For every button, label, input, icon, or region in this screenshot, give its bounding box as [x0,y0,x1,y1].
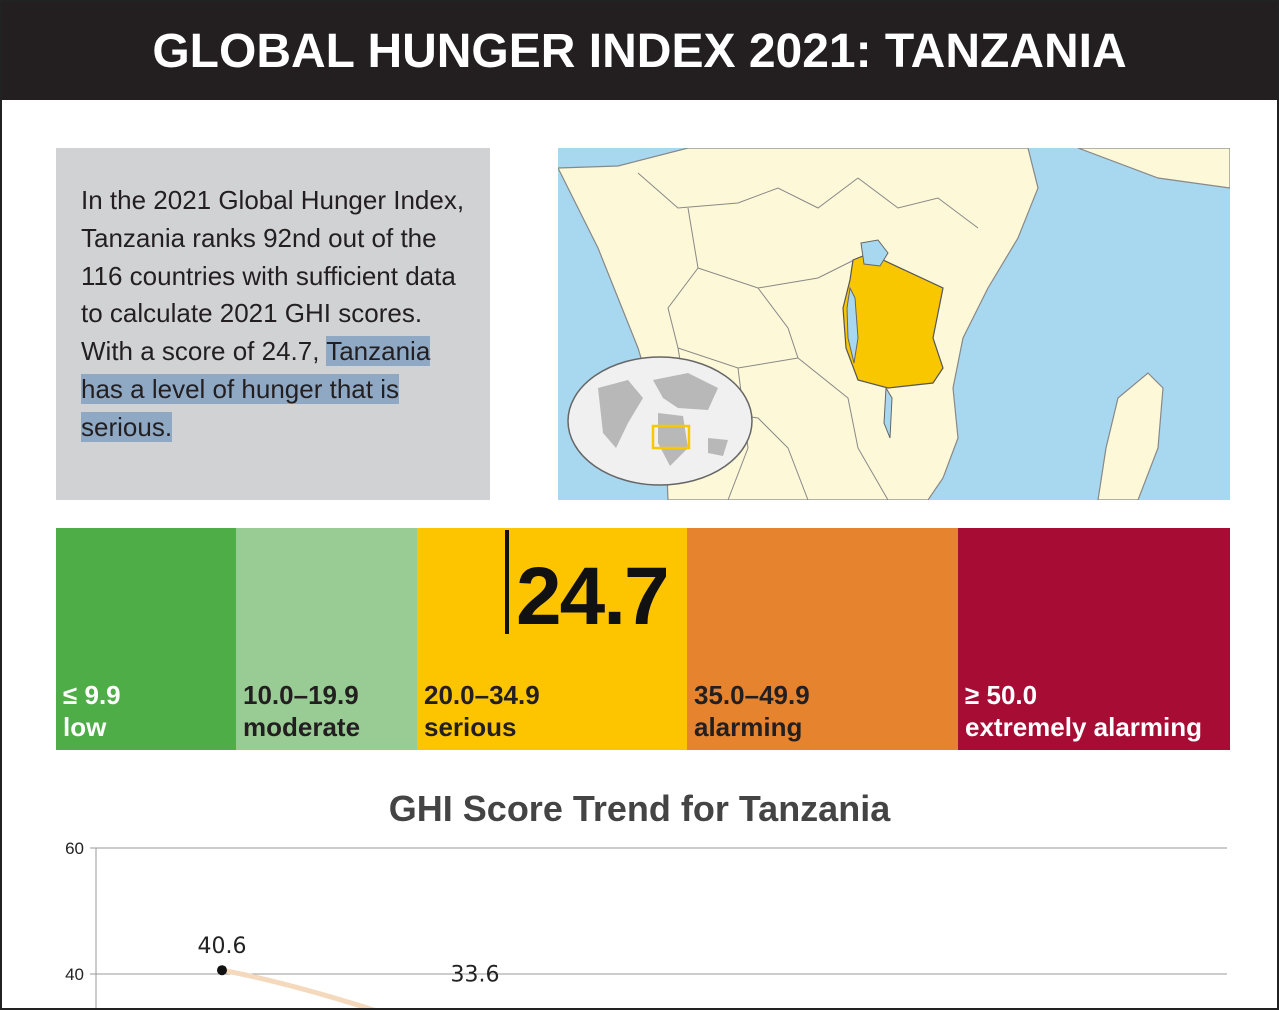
score-value: 24.7 [516,551,670,642]
land-arabia [1077,148,1230,189]
scale-band-range: 35.0–49.9 [694,680,810,710]
summary-text: In the 2021 Global Hunger Index, Tanzani… [81,185,465,367]
globe-locator-box [651,424,691,450]
severity-scale: ≤ 9.9 low 10.0–19.9 moderate 20.0–34.9 seriou… [56,528,1230,750]
series-line [221,967,376,1008]
scale-band-label: extremely alarming [965,712,1203,742]
scale-band-label: serious [424,712,517,742]
scale-band-range: ≥ 50.0 [965,680,1038,710]
header-bar: GLOBAL HUNGER INDEX 2021: TANZANIA [2,2,1277,100]
africa-map-graphic [558,148,1230,500]
scale-band-low: ≤ 9.9 low [56,528,236,750]
scale-band-alarming: 35.0–49.9 alarming [687,528,958,750]
scale-band-serious: 20.0–34.9 serious [417,528,687,750]
land-madagascar [1097,372,1164,500]
lake-victoria [860,239,889,267]
lake-tanganyika [846,286,859,364]
scale-band-extremely-alarming: ≥ 50.0 extremely alarming [958,528,1230,750]
location-map [558,148,1230,500]
y-tick-label: 40 [65,965,84,984]
score-marker [505,530,509,634]
scale-band-range: 10.0–19.9 [243,680,359,710]
scale-band-label: low [63,712,107,742]
lake-malawi [883,386,893,439]
data-point [217,965,227,976]
scale-band-moderate: 10.0–19.9 moderate [236,528,417,750]
scale-band-label: alarming [694,712,803,742]
chart-title: GHI Score Trend for Tanzania [388,788,891,829]
summary-box: In the 2021 Global Hunger Index, Tanzani… [56,148,490,500]
trend-chart: 60 40 40.6 33.6 [65,839,1227,1008]
scale-band-range: ≤ 9.9 [63,680,121,710]
scale-band-range: 20.0–34.9 [424,680,540,710]
data-label: 40.6 [198,934,247,959]
page-title: GLOBAL HUNGER INDEX 2021: TANZANIA [152,25,1127,78]
data-label: 33.6 [451,962,500,987]
scale-band-label: moderate [243,712,361,742]
y-tick-label: 60 [65,839,84,858]
